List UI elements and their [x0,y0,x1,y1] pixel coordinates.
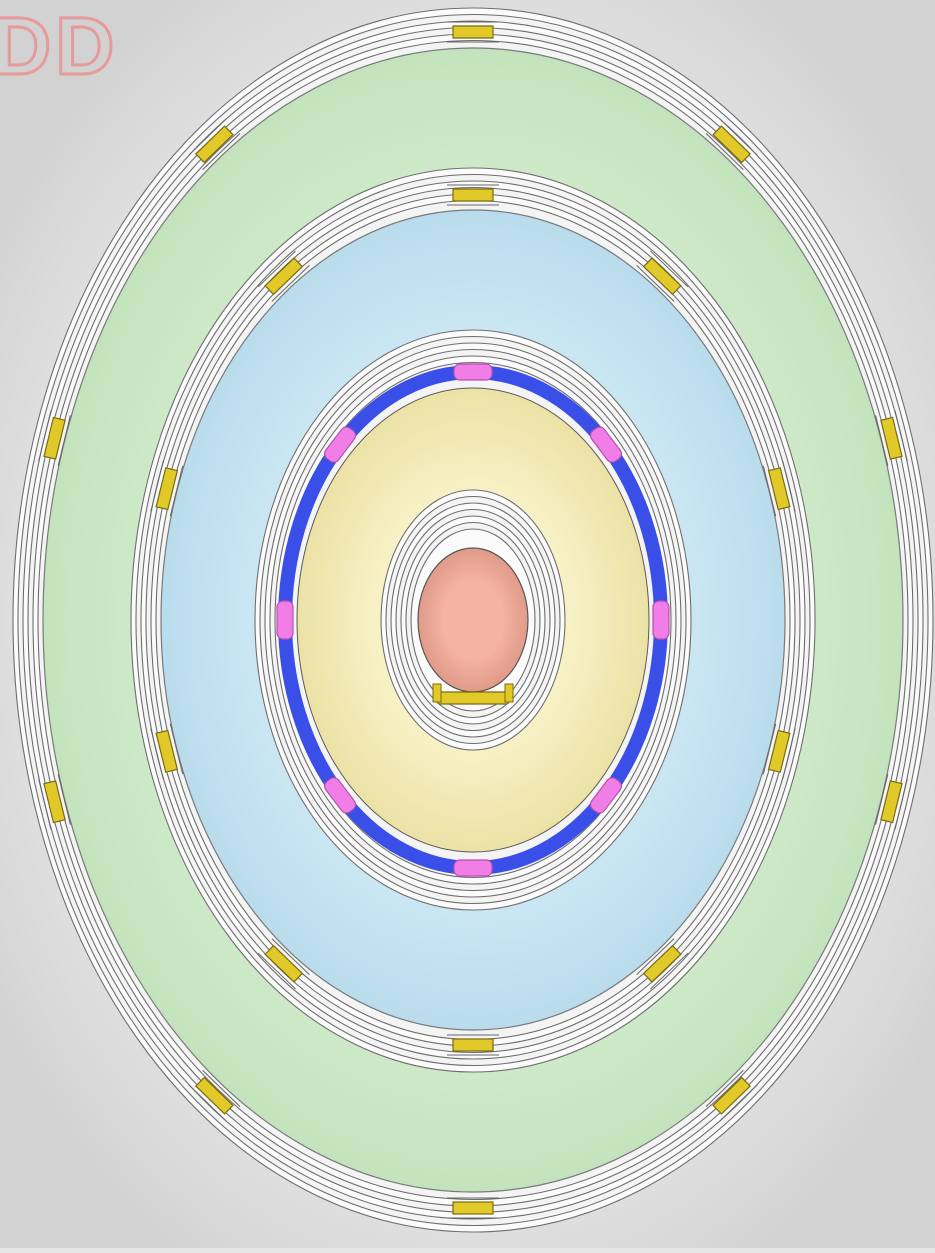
outer-brackets [38,21,908,1219]
yellow-bracket [705,118,758,170]
yellow-bracket [636,250,689,302]
pink-connector [453,859,493,877]
pink-connector [276,600,294,640]
yellow-bracket [447,1197,499,1219]
yellow-bracket [636,938,689,990]
yellow-bracket [38,773,71,830]
yellow-bracket [38,410,71,467]
yellow-bracket [762,723,796,780]
yellow-bracket [257,250,310,302]
yellow-bracket [447,21,499,43]
watermark-logo: DD [0,1,119,92]
pink-connector [324,426,357,463]
core [417,547,529,693]
yellow-bracket [705,1070,758,1122]
yellow-bracket [875,773,908,830]
pink-connector [589,777,622,814]
middle-brackets [150,184,796,1056]
pink-connector [589,426,622,463]
yellow-bracket [150,723,184,780]
yellow-bracket [447,184,499,206]
core-bottom-support [432,683,514,705]
yellow-bracket [150,460,184,517]
yellow-bracket [447,1034,499,1056]
yellow-bracket [188,1070,241,1122]
pink-connector [453,363,493,381]
yellow-bracket [188,118,241,170]
yellow-bracket [762,460,796,517]
pink-connector [652,600,670,640]
yellow-bracket [875,410,908,467]
pink-connector [324,777,357,814]
yellow-bracket [257,938,310,990]
connector-group [276,363,670,877]
